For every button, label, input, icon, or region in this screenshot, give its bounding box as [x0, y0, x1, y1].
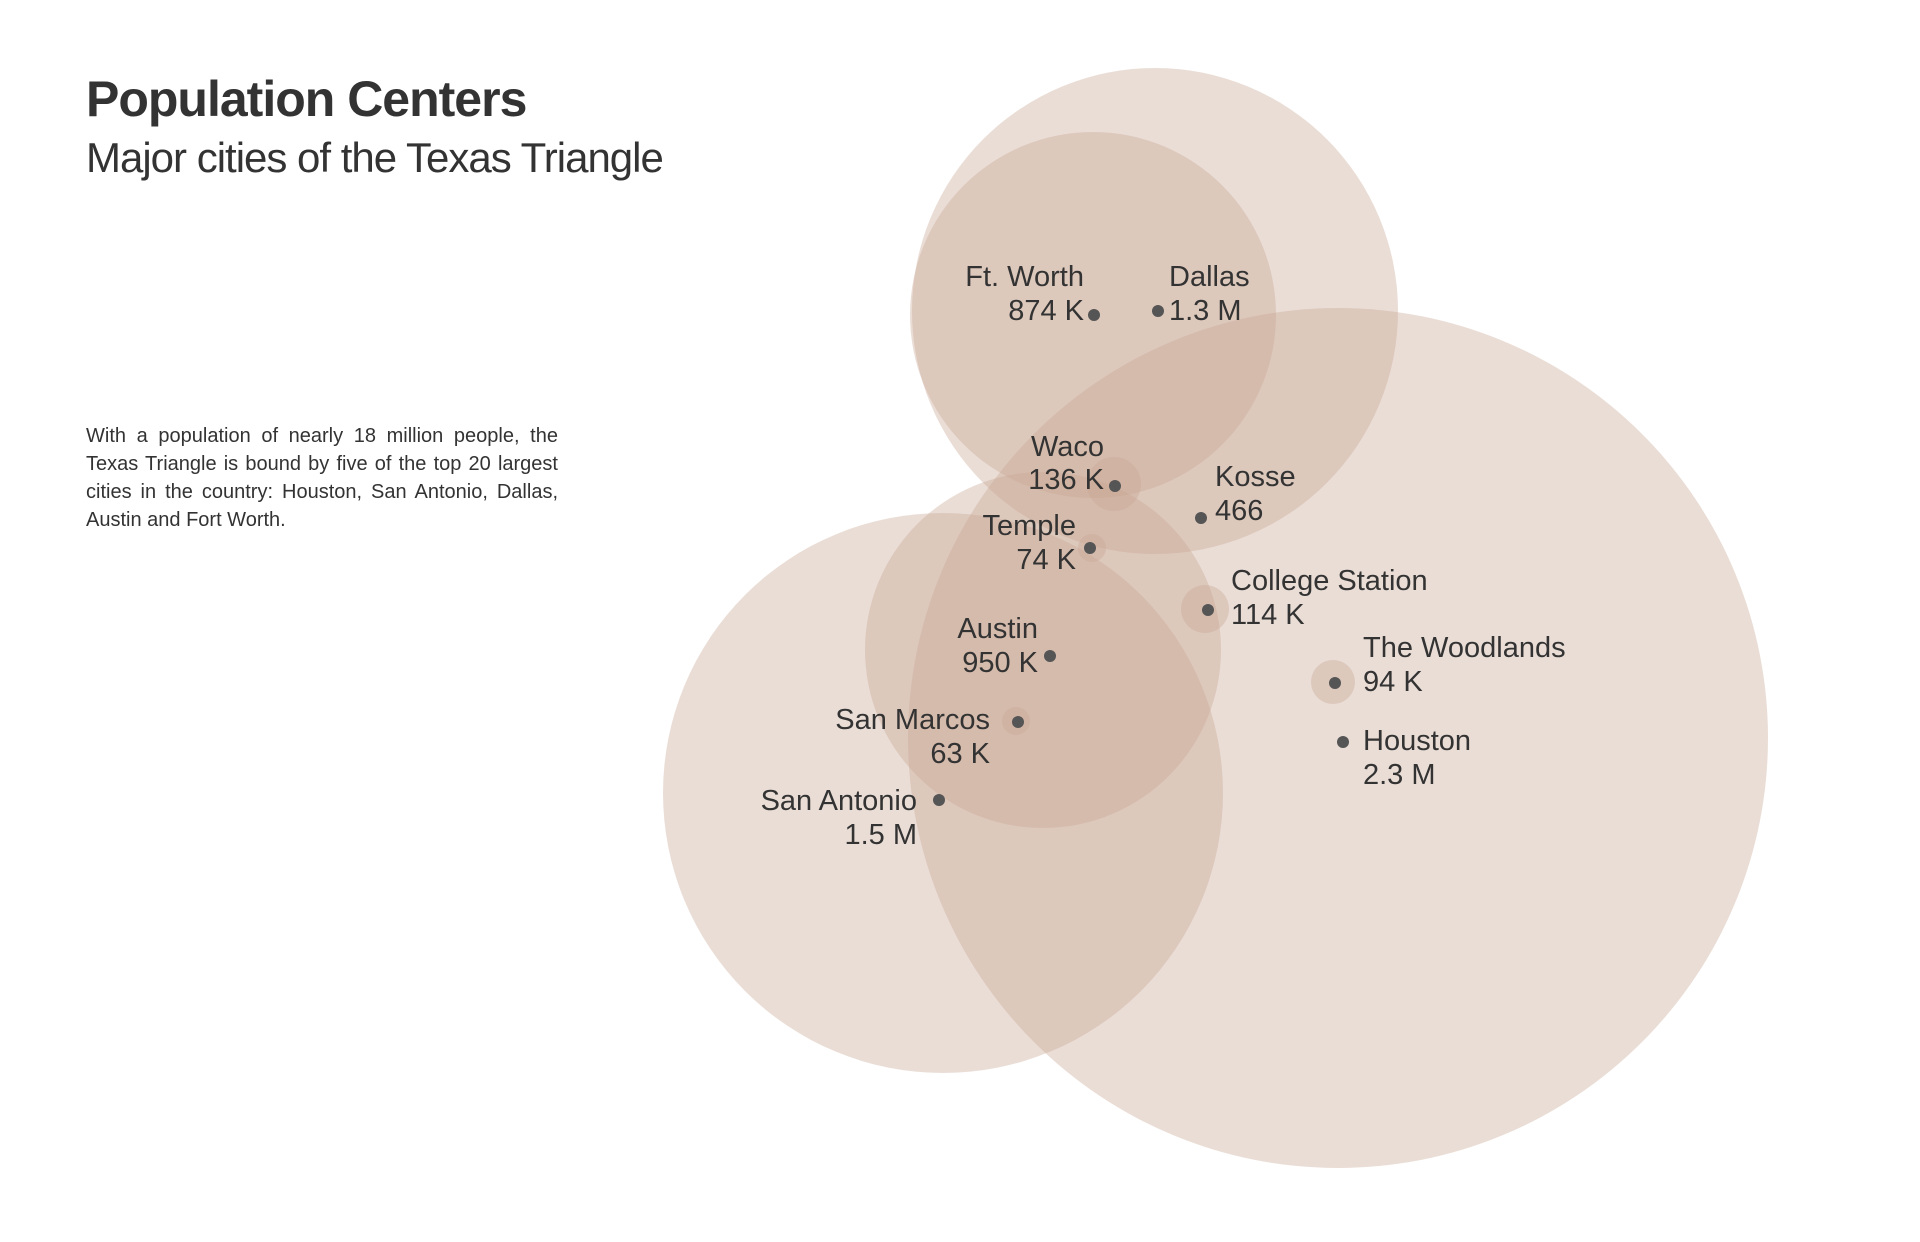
city-dot-the-woodlands [1329, 677, 1341, 689]
city-population-the-woodlands: 94 K [1363, 666, 1423, 698]
city-name-kosse: Kosse [1215, 461, 1296, 493]
city-name-austin: Austin [957, 613, 1038, 645]
city-population-college-station: 114 K [1231, 599, 1305, 631]
city-population-waco: 136 K [1028, 464, 1104, 496]
chart-subtitle: Major cities of the Texas Triangle [86, 134, 664, 181]
city-population-houston: 2.3 M [1363, 759, 1436, 791]
city-name-college-station: College Station [1231, 565, 1428, 597]
city-dot-temple [1084, 542, 1096, 554]
population-circles [663, 68, 1768, 1168]
city-population-dallas: 1.3 M [1169, 295, 1242, 327]
city-name-san-antonio: San Antonio [761, 785, 917, 817]
city-dot-austin [1044, 650, 1056, 662]
city-dot-waco [1109, 480, 1121, 492]
city-dot-dallas [1152, 305, 1164, 317]
city-population-san-marcos: 63 K [930, 738, 990, 770]
city-name-san-marcos: San Marcos [835, 704, 990, 736]
city-dot-houston [1337, 736, 1349, 748]
city-dot-kosse [1195, 512, 1207, 524]
city-population-kosse: 466 [1215, 495, 1263, 527]
city-dot-san-marcos [1012, 716, 1024, 728]
city-name-waco: Waco [1031, 431, 1104, 463]
city-population-temple: 74 K [1016, 544, 1076, 576]
population-circle-san-antonio [663, 513, 1223, 1073]
city-name-temple: Temple [983, 510, 1077, 542]
city-dot-san-antonio [933, 794, 945, 806]
city-name-dallas: Dallas [1169, 261, 1250, 293]
description-text: With a population of nearly 18 million p… [86, 425, 558, 531]
city-dot-ft-worth [1088, 309, 1100, 321]
city-dots [933, 305, 1349, 806]
chart-title: Population Centers [86, 71, 527, 127]
city-population-ft-worth: 874 K [1008, 295, 1084, 327]
city-dot-college-station [1202, 604, 1214, 616]
city-name-the-woodlands: The Woodlands [1363, 632, 1566, 664]
population-circle-houston [908, 308, 1768, 1168]
city-name-ft-worth: Ft. Worth [965, 261, 1084, 293]
population-circle-austin [865, 472, 1221, 828]
city-population-austin: 950 K [962, 647, 1038, 679]
city-labels: Ft. Worth 874 K Dallas 1.3 M Waco 136 K … [761, 261, 1566, 851]
city-name-houston: Houston [1363, 725, 1471, 757]
city-population-san-antonio: 1.5 M [844, 819, 917, 851]
